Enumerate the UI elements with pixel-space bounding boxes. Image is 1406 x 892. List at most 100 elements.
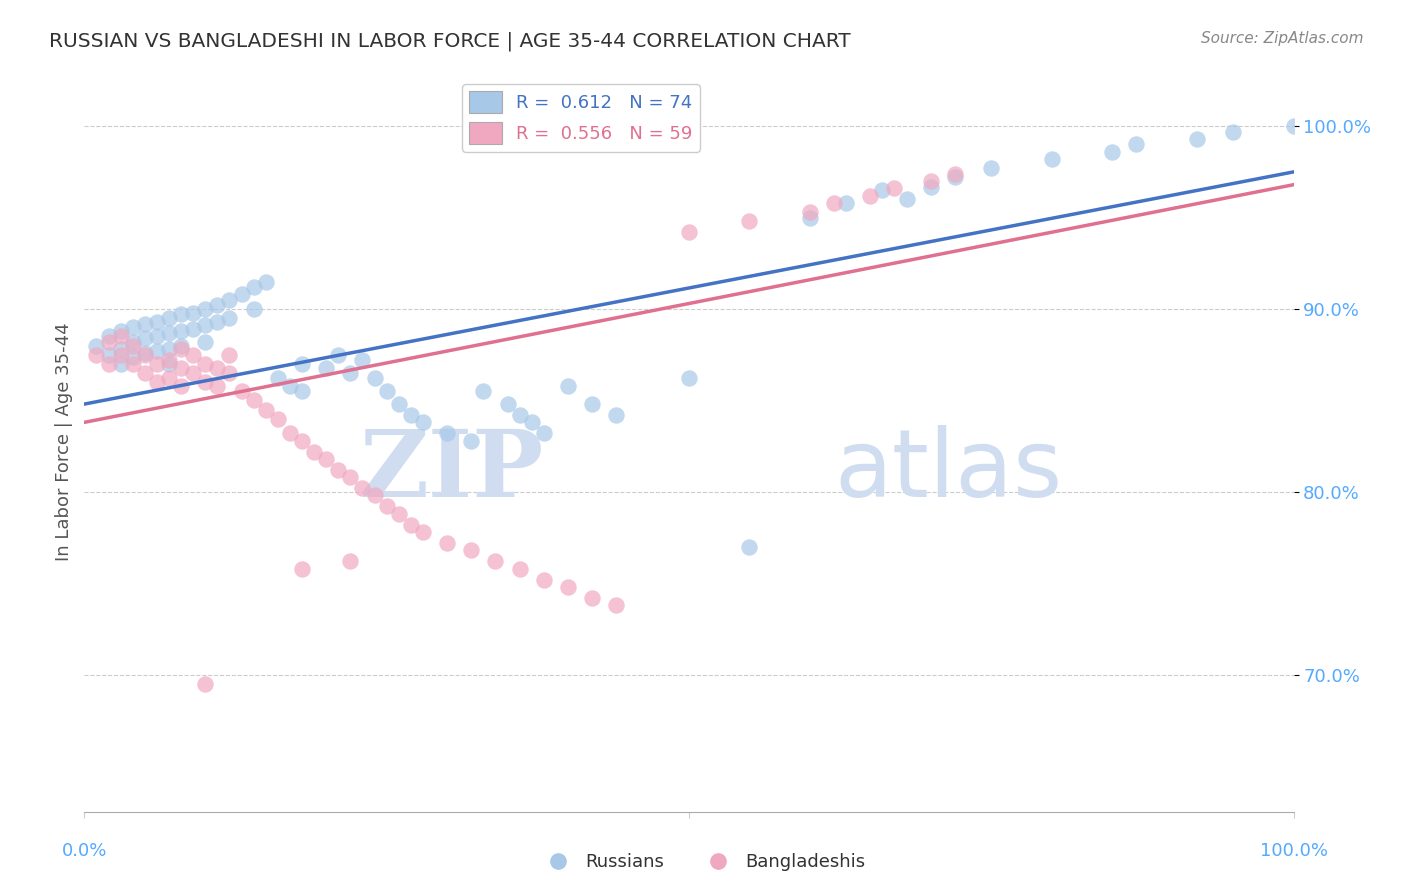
Point (181, 348, 204, 362)
Point (605, 408, 627, 422)
Legend: R =  0.612   N = 74, R =  0.556   N = 59: R = 0.612 N = 74, R = 0.556 N = 59 (463, 84, 700, 152)
Point (110, 343, 132, 357)
Point (194, 318, 217, 333)
Point (859, 188, 882, 202)
Point (207, 298, 229, 312)
Point (170, 324, 193, 338)
Point (278, 426, 301, 441)
Point (157, 357, 180, 371)
Point (267, 371, 290, 385)
Point (678, 371, 700, 385)
Point (291, 357, 314, 371)
Point (134, 331, 156, 345)
Point (134, 348, 156, 362)
Point (194, 357, 217, 371)
Point (460, 543, 482, 558)
Point (315, 360, 337, 375)
Point (1282, 119, 1305, 133)
Point (363, 488, 385, 502)
Point (581, 397, 603, 411)
Point (1101, 145, 1123, 159)
Point (520, 415, 543, 429)
Legend: Russians, Bangladeshis: Russians, Bangladeshis (533, 847, 873, 879)
Point (738, 214, 761, 228)
Point (157, 326, 180, 340)
Text: Source: ZipAtlas.com: Source: ZipAtlas.com (1201, 31, 1364, 46)
Point (218, 311, 240, 326)
Point (799, 211, 821, 225)
Point (738, 540, 761, 554)
Point (339, 554, 361, 568)
Text: 100.0%: 100.0% (1260, 842, 1327, 860)
Point (835, 196, 858, 211)
Point (110, 324, 132, 338)
Point (157, 343, 180, 357)
Point (509, 561, 531, 575)
Point (86, 348, 108, 362)
Point (328, 463, 350, 477)
Point (110, 329, 132, 343)
Point (207, 378, 229, 392)
Point (339, 470, 361, 484)
Point (110, 357, 132, 371)
Point (678, 225, 700, 239)
Point (823, 196, 845, 211)
Point (883, 181, 905, 195)
Point (943, 170, 966, 185)
Point (218, 348, 240, 362)
Point (412, 415, 434, 429)
Point (920, 179, 942, 194)
Point (291, 434, 314, 448)
Point (315, 451, 337, 466)
Point (533, 573, 555, 587)
Point (375, 384, 398, 399)
Point (896, 192, 918, 206)
Point (920, 174, 942, 188)
Point (980, 161, 1002, 176)
Point (339, 366, 361, 380)
Point (146, 315, 169, 329)
Point (399, 517, 422, 532)
Point (97, 334, 120, 349)
Point (267, 411, 290, 425)
Point (557, 580, 579, 594)
Point (375, 500, 398, 514)
Point (291, 384, 314, 399)
Point (86, 338, 108, 352)
Point (157, 311, 180, 326)
Text: RUSSIAN VS BANGLADESHI IN LABOR FORCE | AGE 35-44 CORRELATION CHART: RUSSIAN VS BANGLADESHI IN LABOR FORCE | … (49, 31, 851, 51)
Point (242, 393, 264, 408)
Point (218, 293, 240, 307)
Point (181, 366, 204, 380)
Point (1222, 125, 1244, 139)
Point (97, 348, 120, 362)
Point (121, 357, 143, 371)
Point (533, 426, 555, 441)
Point (97, 329, 120, 343)
Point (121, 338, 143, 352)
Point (943, 167, 966, 181)
Point (436, 426, 458, 441)
Point (146, 344, 169, 359)
Point (242, 301, 264, 316)
Point (146, 375, 169, 389)
Point (509, 408, 531, 422)
Point (352, 353, 374, 368)
Point (1125, 137, 1147, 152)
Point (157, 353, 180, 368)
Point (194, 375, 217, 389)
Point (302, 444, 325, 458)
Point (134, 346, 156, 360)
Point (207, 315, 229, 329)
Point (388, 507, 411, 521)
Point (146, 329, 169, 343)
Point (157, 371, 180, 385)
Point (121, 334, 143, 349)
Point (254, 402, 277, 417)
Point (328, 348, 350, 362)
Text: 0.0%: 0.0% (62, 842, 107, 860)
Point (1040, 152, 1063, 166)
Point (291, 561, 314, 575)
Point (231, 384, 253, 399)
Point (363, 371, 385, 385)
